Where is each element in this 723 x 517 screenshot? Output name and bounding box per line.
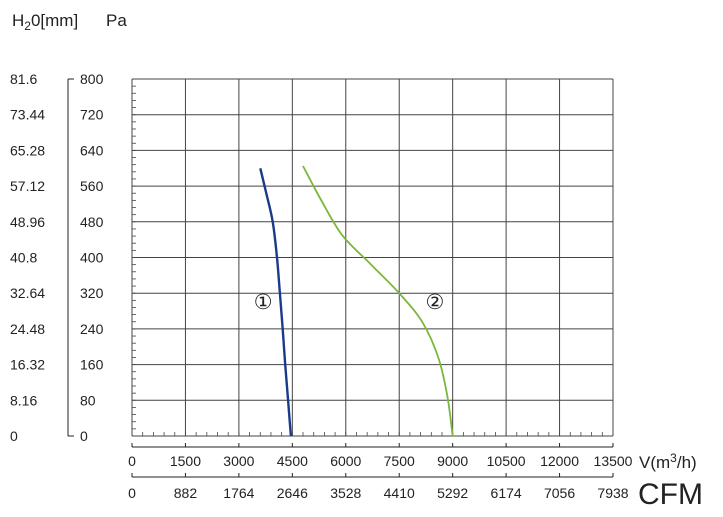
axes: [67, 78, 614, 478]
curve-1-label: ①: [254, 290, 273, 314]
x-tick-label: 6000: [330, 453, 361, 469]
mm-tick-label: 40.8: [10, 250, 37, 266]
x-tick-label: 0: [128, 453, 136, 469]
mm-tick-label: 65.28: [10, 142, 45, 158]
x-tick-label: 7500: [384, 453, 415, 469]
grid: [131, 78, 614, 437]
x-tick-label: 4500: [277, 453, 308, 469]
cfm-tick-label: 2646: [277, 485, 308, 501]
cfm-tick-label: 7056: [544, 485, 575, 501]
mm-tick-label: 81.6: [10, 71, 37, 87]
pa-tick-label: 0: [80, 428, 88, 444]
mm-tick-label: 57.12: [10, 178, 45, 194]
cfm-unit-label: CFM: [638, 478, 703, 511]
x-tick-label: 9000: [437, 453, 468, 469]
x-unit-label: V(m3/h): [639, 451, 697, 472]
mm-tick-label: 8.16: [10, 392, 37, 408]
cfm-tick-label: 882: [174, 485, 198, 501]
pa-tick-label: 320: [80, 285, 104, 301]
mm-tick-label: 48.96: [10, 214, 45, 230]
x-tick-label: 10500: [487, 453, 526, 469]
mm-tick-label: 0: [10, 428, 18, 444]
mm-tick-label: 24.48: [10, 321, 45, 337]
pa-tick-label: 720: [80, 107, 104, 123]
pa-tick-label: 80: [80, 392, 96, 408]
cfm-tick-label: 4410: [384, 485, 415, 501]
pa-tick-label: 480: [80, 214, 104, 230]
cfm-tick-label: 1764: [223, 485, 254, 501]
mm-tick-label: 73.44: [10, 107, 45, 123]
pa-tick-label: 160: [80, 357, 104, 373]
cfm-tick-label: 3528: [330, 485, 361, 501]
pa-tick-label: 400: [80, 250, 104, 266]
x-tick-label: 12000: [540, 453, 579, 469]
cfm-tick-label: 6174: [491, 485, 522, 501]
pa-tick-label: 640: [80, 142, 104, 158]
curve-1-line: [259, 168, 293, 437]
cfm-tick-label: 7938: [597, 485, 628, 501]
cfm-tick-label: 0: [128, 485, 136, 501]
pa-tick-label: 240: [80, 321, 104, 337]
cfm-tick-label: 5292: [437, 485, 468, 501]
pa-tick-label: 560: [80, 178, 104, 194]
x-tick-label: 3000: [223, 453, 254, 469]
tick-labels: 0 0 80 8.16 160 16.32 240 24.48 320 32.64 400 40.8 4…: [10, 71, 633, 501]
curve-2-line: [302, 165, 454, 437]
x-tick-label: 13500: [594, 453, 633, 469]
right-unit-label: Pa: [106, 11, 127, 30]
x-tick-label: 1500: [170, 453, 201, 469]
curve-2-label: ②: [425, 290, 444, 314]
pa-tick-label: 800: [80, 71, 104, 87]
left-unit-label: H20[mm]: [12, 11, 78, 33]
mm-tick-label: 32.64: [10, 285, 45, 301]
mm-tick-label: 16.32: [10, 357, 45, 373]
